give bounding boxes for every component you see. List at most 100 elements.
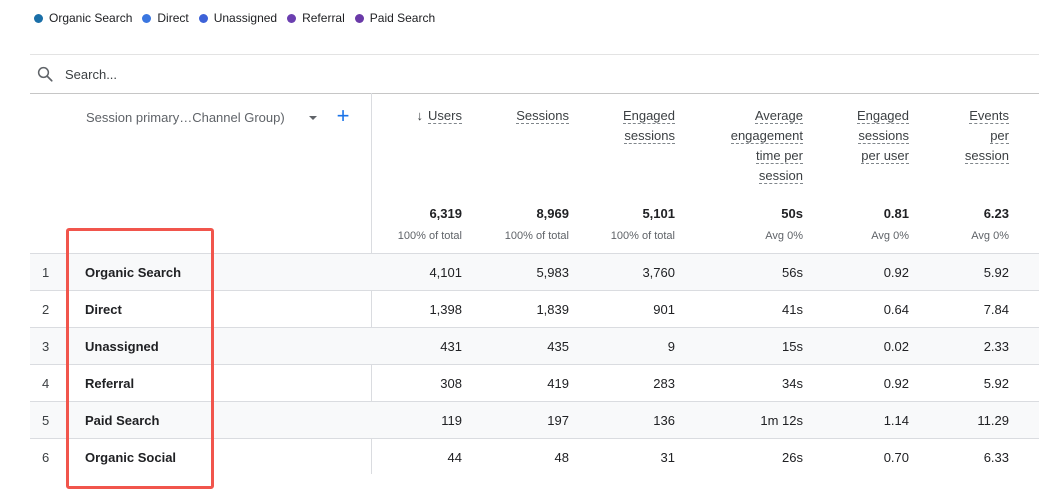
column-header-label: sessions <box>858 128 909 144</box>
table-row[interactable]: 5 Paid Search 119 197 136 1m 12s 1.14 11.29 <box>30 401 1039 439</box>
column-header-label: Average <box>754 108 803 124</box>
table-cell: 1,398 <box>429 302 462 317</box>
table-cell: 1.14 <box>883 413 909 428</box>
table-row[interactable]: 1 Organic Search 4,101 5,983 3,760 56s 0.92 5.9… <box>30 253 1039 291</box>
dropdown-caret-icon[interactable] <box>309 116 317 120</box>
table-cell: 41s <box>782 302 803 317</box>
sort-arrow-icon: ↓ <box>416 108 424 123</box>
legend-item: Referral <box>287 11 345 25</box>
column-header[interactable]: Average engagement time per session <box>730 106 803 186</box>
channel-name: Paid Search <box>85 413 160 428</box>
table-cell: 136 <box>653 413 675 428</box>
column-header-label: session <box>758 168 803 184</box>
column-header-label: Engaged <box>622 108 675 124</box>
column-total-subtext: Avg 0% <box>871 230 909 242</box>
column-header-label: Users <box>428 108 462 124</box>
table-cell: 419 <box>547 376 569 391</box>
table-row[interactable]: 4 Referral 308 419 283 34s 0.92 5.92 <box>30 364 1039 402</box>
legend-dot-icon <box>287 13 297 23</box>
column-header-label: session <box>964 148 1009 164</box>
channel-name: Unassigned <box>85 339 159 354</box>
table-cell: 7.84 <box>983 302 1009 317</box>
table-cell: 5.92 <box>983 265 1009 280</box>
legend-item: Paid Search <box>354 11 436 25</box>
dimension-selector[interactable]: Session primary…Channel Group) <box>86 110 285 125</box>
table-row[interactable]: 3 Unassigned 431 435 9 15s 0.02 2.33 <box>30 327 1039 365</box>
legend-label: Direct <box>157 11 189 25</box>
legend-dot-icon <box>198 13 208 23</box>
table-cell: 34s <box>782 376 803 391</box>
table-cell: 1,839 <box>536 302 569 317</box>
table-cell: 6.33 <box>983 450 1009 465</box>
column-total: 8,969 <box>536 206 569 221</box>
search-input[interactable] <box>65 63 465 85</box>
legend-dot-icon <box>34 13 43 23</box>
table-cell: 9 <box>667 339 675 354</box>
table-cell: 901 <box>653 302 675 317</box>
table-row[interactable]: 2 Direct 1,398 1,839 901 41s 0.64 7.84 <box>30 290 1039 328</box>
legend-label: Organic Search <box>49 11 133 25</box>
table-cell: 0.92 <box>883 376 909 391</box>
legend-label: Referral <box>302 11 345 25</box>
add-dimension-button[interactable]: + <box>336 103 350 128</box>
column-header-label: engagement <box>730 128 803 144</box>
channel-name: Organic Social <box>85 450 177 465</box>
column-total: 6,319 <box>429 206 462 221</box>
legend-item: Direct <box>142 11 189 25</box>
chart-legend: Organic Search Direct Unassigned Referral Pa… <box>34 11 445 25</box>
dimension-header-label: Session primary…Channel Group) <box>86 110 285 125</box>
legend-label: Unassigned <box>213 11 278 25</box>
column-total: 0.81 <box>883 206 909 221</box>
table-cell: 0.02 <box>883 339 909 354</box>
table-cell: 0.70 <box>883 450 909 465</box>
column-total: 50s <box>781 206 803 221</box>
table-cell: 2.33 <box>983 339 1009 354</box>
column-header-label: time per <box>756 148 803 164</box>
column-header[interactable]: ↓ Users <box>417 106 462 126</box>
row-index: 2 <box>42 302 50 317</box>
column-header-label: per user <box>861 148 909 164</box>
column-header[interactable]: Engaged sessions <box>622 106 675 146</box>
table-cell: 0.92 <box>883 265 909 280</box>
search-bar <box>30 54 1039 94</box>
table-cell: 283 <box>653 376 675 391</box>
legend-dot-icon <box>142 13 152 23</box>
column-header[interactable]: Engaged sessions per user <box>856 106 909 166</box>
column-header-label: Engaged <box>856 108 909 124</box>
table-cell: 5,983 <box>536 265 569 280</box>
row-index: 1 <box>42 265 50 280</box>
table-cell: 26s <box>782 450 803 465</box>
table-cell: 0.64 <box>883 302 909 317</box>
channel-name: Organic Search <box>85 265 182 280</box>
channel-name: Direct <box>85 302 122 317</box>
table-cell: 435 <box>547 339 569 354</box>
column-header-label: Events <box>969 108 1009 124</box>
table-cell: 11.29 <box>977 413 1009 428</box>
table-row[interactable]: 6 Organic Social 44 48 31 26s 0.70 6.33 <box>30 438 1039 476</box>
table-cell: 56s <box>782 265 803 280</box>
column-total: 5,101 <box>642 206 675 221</box>
table-cell: 48 <box>554 450 569 465</box>
table-cell: 1m 12s <box>760 413 803 428</box>
table-cell: 197 <box>547 413 569 428</box>
channel-name: Referral <box>85 376 135 391</box>
column-total-subtext: 100% of total <box>397 230 462 242</box>
row-index: 6 <box>42 450 50 465</box>
legend-item: Unassigned <box>198 11 278 25</box>
row-index: 4 <box>42 376 50 391</box>
legend-label: Paid Search <box>369 11 436 25</box>
table-cell: 31 <box>660 450 675 465</box>
column-total: 6.23 <box>983 206 1009 221</box>
row-index: 5 <box>42 413 50 428</box>
column-total-subtext: Avg 0% <box>971 230 1009 242</box>
table-cell: 308 <box>440 376 462 391</box>
table-cell: 5.92 <box>983 376 1009 391</box>
column-header[interactable]: Events per session <box>964 106 1009 166</box>
row-index: 3 <box>42 339 50 354</box>
table-cell: 3,760 <box>642 265 675 280</box>
legend-dot-icon <box>354 13 364 23</box>
column-header[interactable]: Sessions <box>516 106 569 126</box>
column-total-subtext: 100% of total <box>610 230 675 242</box>
table-cell: 15s <box>782 339 803 354</box>
table-cell: 4,101 <box>429 265 462 280</box>
